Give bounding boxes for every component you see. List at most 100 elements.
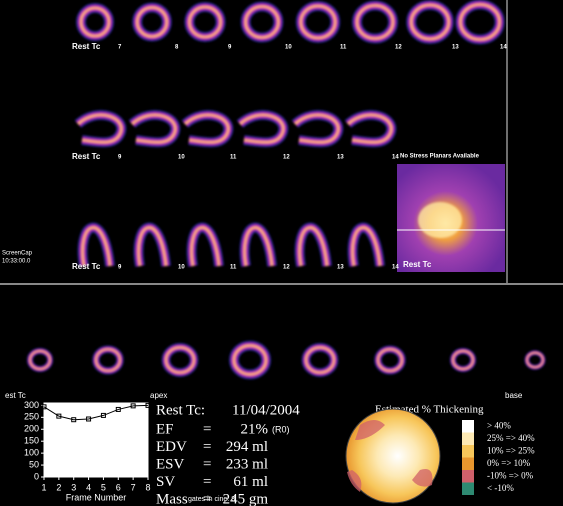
result-name: ESV bbox=[156, 456, 185, 472]
legend-swatch bbox=[462, 470, 474, 483]
curve-point bbox=[100, 412, 106, 418]
x-tick-label: 2 bbox=[56, 482, 61, 492]
slice bbox=[244, 5, 280, 39]
y-tick-label: 300 bbox=[24, 400, 39, 410]
slice bbox=[377, 348, 403, 372]
curve-point bbox=[145, 402, 151, 408]
slice-number: 12 bbox=[395, 45, 402, 51]
slice-number: 7 bbox=[118, 45, 122, 51]
y-tick-label: 150 bbox=[24, 436, 39, 446]
curve-point bbox=[130, 403, 136, 409]
slice bbox=[459, 3, 501, 41]
result-sep: = bbox=[203, 491, 211, 506]
slice-number: 10 bbox=[178, 155, 185, 161]
row-label: Rest Tc bbox=[72, 152, 101, 161]
slice bbox=[233, 344, 267, 376]
bottom-label: est Tc bbox=[5, 391, 26, 400]
curve-point bbox=[71, 417, 77, 423]
x-tick-label: 5 bbox=[101, 482, 106, 492]
result-name: EF bbox=[156, 421, 174, 437]
slice-number: 11 bbox=[340, 45, 347, 51]
slice-number: 14 bbox=[392, 265, 399, 271]
base-label: base bbox=[505, 391, 523, 400]
y-tick-label: 200 bbox=[24, 424, 39, 434]
legend-label: 0% => 10% bbox=[487, 458, 531, 468]
legend-swatch bbox=[462, 420, 474, 433]
curve-point bbox=[41, 404, 47, 410]
slice-number: 13 bbox=[452, 45, 459, 51]
slice bbox=[77, 114, 123, 144]
screencap-title: ScreenCap bbox=[2, 251, 33, 257]
slice bbox=[526, 352, 544, 368]
result-sep: = bbox=[203, 421, 211, 437]
legend-label: < -10% bbox=[487, 483, 514, 493]
slice bbox=[131, 114, 177, 144]
row-label: Rest Tc bbox=[72, 42, 101, 51]
curve-point bbox=[115, 406, 121, 412]
legend-label: -10% => 0% bbox=[487, 471, 534, 481]
x-tick-label: 7 bbox=[131, 482, 136, 492]
slice-number: 9 bbox=[228, 45, 232, 51]
slice bbox=[299, 5, 336, 39]
row-label: Rest Tc bbox=[72, 262, 101, 271]
screencap-time: 10:33:00.0 bbox=[2, 259, 31, 265]
slice bbox=[190, 226, 220, 267]
results-header: Rest Tc: bbox=[156, 402, 205, 418]
slice-number: 10 bbox=[285, 45, 292, 51]
slice bbox=[165, 346, 195, 374]
result-name: EDV bbox=[156, 439, 187, 455]
planar-notice: No Stress Planars Available bbox=[400, 154, 480, 160]
slice-number: 9 bbox=[118, 265, 122, 271]
legend-swatch bbox=[462, 432, 474, 445]
x-tick-label: 8 bbox=[145, 482, 150, 492]
slice bbox=[239, 114, 285, 144]
slice-number: 8 bbox=[175, 45, 179, 51]
result-note: (R0) bbox=[272, 424, 290, 434]
result-value: 294 ml bbox=[226, 439, 268, 455]
slice-number: 12 bbox=[283, 155, 290, 161]
slice-number: 10 bbox=[178, 265, 185, 271]
curve-point bbox=[86, 416, 92, 422]
result-value: 245 gm bbox=[223, 491, 269, 506]
slice bbox=[298, 226, 328, 267]
result-value: 61 ml bbox=[233, 474, 268, 490]
result-sep: = bbox=[203, 439, 211, 455]
slice bbox=[305, 346, 335, 374]
slice-number: 14 bbox=[392, 155, 399, 161]
planar-heart bbox=[418, 202, 462, 238]
slice bbox=[356, 4, 394, 40]
y-tick-label: 100 bbox=[24, 448, 39, 458]
curve-point bbox=[56, 413, 62, 419]
y-tick-label: 250 bbox=[24, 412, 39, 422]
slice bbox=[294, 114, 340, 144]
legend-label: 10% => 25% bbox=[487, 446, 535, 456]
slice-number: 12 bbox=[283, 265, 290, 271]
result-name: SV bbox=[156, 474, 175, 490]
apex-label: apex bbox=[150, 391, 167, 400]
x-tick-label: 4 bbox=[86, 482, 91, 492]
result-sep: = bbox=[203, 474, 211, 490]
legend-label: > 40% bbox=[487, 421, 511, 431]
results-date: 11/04/2004 bbox=[232, 402, 300, 418]
slice bbox=[29, 350, 51, 370]
result-sep: = bbox=[203, 456, 211, 472]
slice bbox=[184, 114, 230, 144]
result-value: 233 ml bbox=[226, 456, 268, 472]
slice bbox=[95, 348, 121, 372]
y-tick-label: 0 bbox=[34, 471, 39, 481]
x-tick-label: 3 bbox=[71, 482, 76, 492]
slice-number: 11 bbox=[230, 265, 237, 271]
cine-note: gates in cine: 8 bbox=[188, 496, 235, 503]
x-tick-label: 1 bbox=[41, 482, 46, 492]
x-axis-title: Frame Number bbox=[66, 492, 127, 502]
planar-label: Rest Tc bbox=[403, 260, 432, 269]
slice bbox=[137, 226, 167, 267]
result-value: 21% bbox=[241, 421, 269, 437]
slice bbox=[452, 350, 474, 370]
legend-swatch bbox=[462, 482, 474, 495]
polar-patch bbox=[347, 420, 433, 492]
slice bbox=[136, 6, 168, 38]
y-tick-label: 50 bbox=[29, 459, 39, 469]
legend-swatch bbox=[462, 445, 474, 458]
